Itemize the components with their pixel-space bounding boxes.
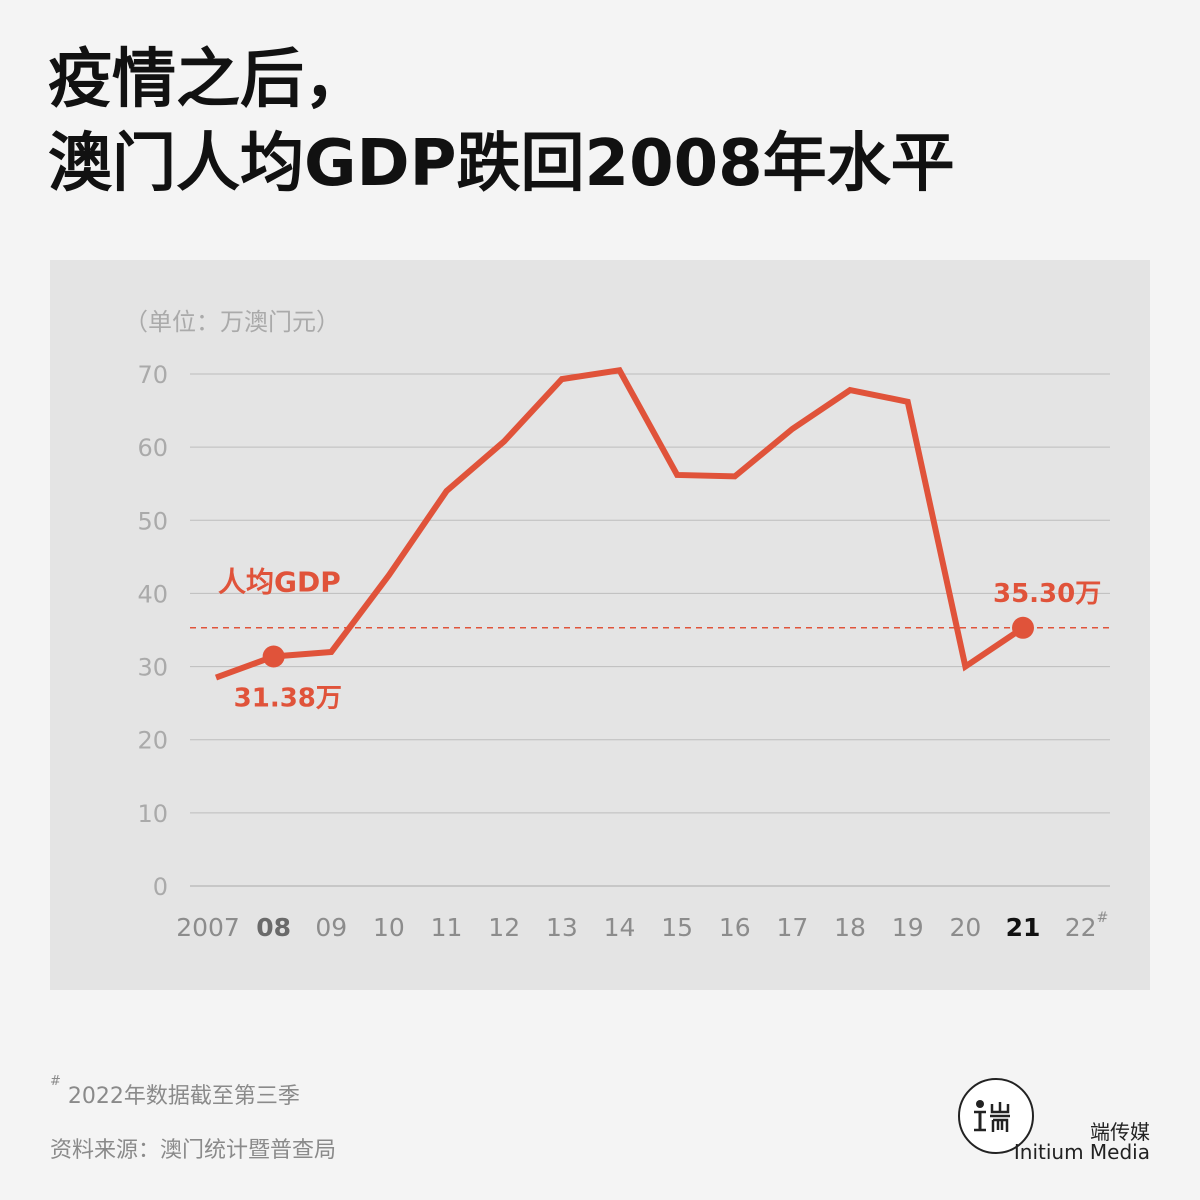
y-tick-label-50: 50 bbox=[137, 507, 168, 535]
x-label-marker: # bbox=[1097, 910, 1109, 926]
unit-label: （单位：万澳门元） bbox=[124, 308, 340, 336]
annotation-21: 35.30万 bbox=[993, 579, 1101, 609]
annotation-08: 31.38万 bbox=[234, 683, 342, 713]
footnote-marker: # bbox=[50, 1074, 61, 1089]
y-tick-label-20: 20 bbox=[137, 727, 168, 755]
x-tick-label-19: 19 bbox=[892, 913, 924, 942]
x-tick-label-22: 22 bbox=[1065, 913, 1097, 942]
y-tick-label-40: 40 bbox=[137, 580, 168, 608]
initium-logo-icon bbox=[958, 1078, 1034, 1154]
x-tick-label-20: 20 bbox=[949, 913, 981, 942]
chart-panel: （单位：万澳门元） 0 10 20 30 40 50 60 70 31.38万 35.30万 人均G… bbox=[50, 260, 1150, 990]
x-tick-label-13: 13 bbox=[546, 913, 578, 942]
footnote: # 2022年数据截至第三季 bbox=[50, 1074, 300, 1110]
x-tick-label-18: 18 bbox=[834, 913, 866, 942]
data-point-08 bbox=[262, 645, 285, 668]
y-tick-label-0: 0 bbox=[153, 873, 168, 901]
x-tick-label-08: 08 bbox=[256, 913, 291, 942]
data-source: 资料来源：澳门统计暨普查局 bbox=[50, 1138, 337, 1163]
y-tick-label-30: 30 bbox=[137, 654, 168, 682]
brand: 端传媒 Initium Media bbox=[958, 1078, 1158, 1168]
y-tick-label-10: 10 bbox=[137, 800, 168, 828]
x-tick-label-09: 09 bbox=[315, 913, 347, 942]
x-tick-label-15: 15 bbox=[661, 913, 693, 942]
title-line-2: 澳门人均GDP跌回2008年水平 bbox=[48, 127, 955, 201]
brand-name-en: Initium Media bbox=[1013, 1140, 1150, 1164]
x-tick-label-11: 11 bbox=[431, 913, 463, 942]
series-line-gdp bbox=[214, 367, 1025, 681]
y-tick-label-60: 60 bbox=[137, 434, 168, 462]
line-chart: 0 10 20 30 40 50 60 70 31.38万 35.30万 人均GDP 2007 08 09… bbox=[137, 361, 1110, 942]
x-tick-label-12: 12 bbox=[488, 913, 520, 942]
data-point-21 bbox=[1012, 616, 1034, 639]
y-tick-label-70: 70 bbox=[137, 361, 168, 389]
footnote-text: 2022年数据截至第三季 bbox=[67, 1084, 300, 1109]
title-line-1: 疫情之后， bbox=[48, 43, 368, 117]
chart-title: 疫情之后， 澳门人均GDP跌回2008年水平 bbox=[48, 38, 955, 206]
brand-name-cn: 端传媒 bbox=[1090, 1120, 1150, 1144]
series-label: 人均GDP bbox=[218, 565, 341, 598]
x-tick-label-2007: 2007 bbox=[176, 913, 240, 942]
x-tick-label-14: 14 bbox=[604, 913, 636, 942]
x-tick-label-10: 10 bbox=[373, 913, 405, 942]
x-tick-label-16: 16 bbox=[719, 913, 751, 942]
x-tick-label-21: 21 bbox=[1006, 913, 1041, 942]
x-tick-label-17: 17 bbox=[777, 913, 809, 942]
